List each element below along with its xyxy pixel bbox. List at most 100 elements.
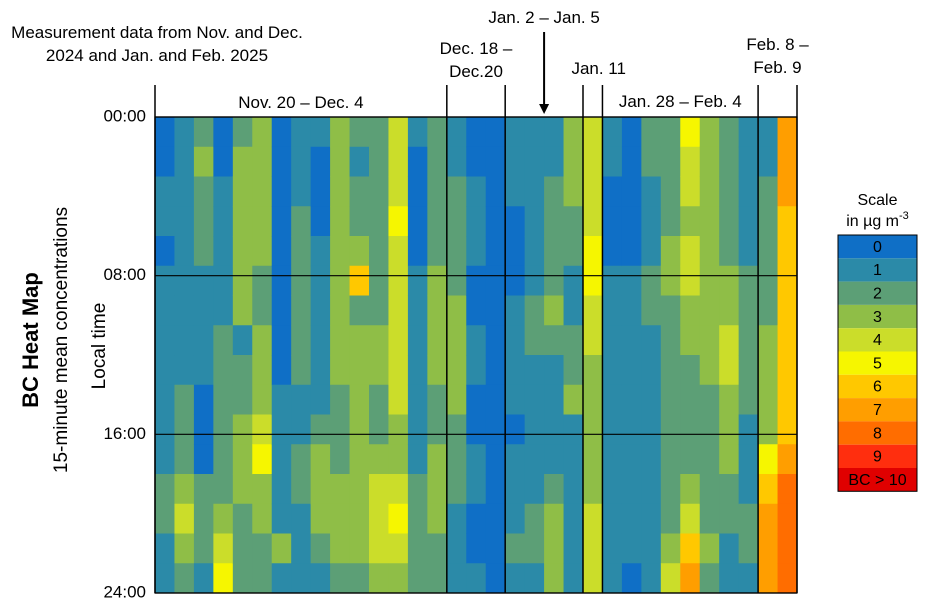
heat-cell [446, 384, 467, 415]
heat-cell [388, 117, 409, 148]
heat-cell [699, 444, 720, 475]
heat-cell [213, 563, 234, 594]
heat-cell [330, 176, 351, 207]
heat-cell [388, 444, 409, 475]
heat-cell [330, 236, 351, 267]
heat-cell [777, 384, 798, 415]
heat-cell [174, 176, 195, 207]
heat-cell [213, 355, 234, 386]
heat-cell [699, 325, 720, 356]
heat-cell [213, 503, 234, 534]
heat-cell [719, 414, 740, 445]
heat-cell [621, 503, 642, 534]
heat-cell [524, 206, 545, 237]
legend-label: 6 [873, 379, 882, 396]
heat-cell [252, 563, 273, 594]
heat-cell [505, 295, 526, 326]
heat-cell [388, 236, 409, 267]
heat-cell [466, 503, 487, 534]
heat-cell [427, 503, 448, 534]
heat-cell [660, 563, 681, 594]
heat-cell [699, 206, 720, 237]
heat-cell [174, 384, 195, 415]
heat-cell [738, 414, 759, 445]
heat-cell [505, 146, 526, 177]
heat-cell [446, 563, 467, 594]
heat-cell [602, 444, 623, 475]
heat-cell [446, 117, 467, 148]
heat-cell [758, 325, 779, 356]
heat-cell [738, 117, 759, 148]
legend-swatch [838, 468, 917, 492]
heat-cell [544, 176, 565, 207]
heat-cell [466, 325, 487, 356]
heat-cell [271, 384, 292, 415]
legend-swatch [838, 398, 917, 422]
heat-cell [174, 355, 195, 386]
heat-cell [563, 325, 584, 356]
heat-cell [193, 325, 214, 356]
heat-cell [466, 474, 487, 505]
heat-cell [621, 236, 642, 267]
heat-cell [291, 206, 312, 237]
heat-cell [583, 295, 603, 326]
heat-cell [738, 325, 759, 356]
heat-cell [330, 533, 351, 564]
heat-cell [505, 563, 526, 594]
heat-cell [388, 533, 409, 564]
heat-cell [544, 117, 565, 148]
heat-cell [271, 295, 292, 326]
heat-cell [291, 295, 312, 326]
heat-cell [505, 533, 526, 564]
heat-cell [602, 117, 623, 148]
heat-cell [174, 533, 195, 564]
heat-cell [602, 265, 623, 296]
heat-cell [252, 533, 273, 564]
heat-cell [485, 236, 506, 267]
heat-cell [155, 206, 175, 237]
heat-cell [680, 206, 701, 237]
heat-cell [544, 563, 565, 594]
heat-cell [485, 474, 506, 505]
heat-cell [777, 414, 798, 445]
heat-cell [485, 117, 506, 148]
heat-cell [446, 265, 467, 296]
heat-cell [155, 146, 175, 177]
heat-cell [621, 533, 642, 564]
heat-cell [563, 146, 584, 177]
heat-cell [660, 265, 681, 296]
heat-cell [660, 236, 681, 267]
heat-cell [369, 206, 389, 237]
heat-cell [699, 563, 720, 594]
heat-cell [349, 146, 370, 177]
heat-cell [719, 474, 740, 505]
heat-cell [407, 533, 428, 564]
heat-cell [641, 146, 662, 177]
heat-cell [505, 414, 526, 445]
heat-cell [213, 474, 234, 505]
heat-cell [155, 474, 175, 505]
heat-cell [407, 503, 428, 534]
heat-cell [213, 117, 234, 148]
heat-cell [330, 325, 351, 356]
heat-cell [719, 325, 740, 356]
heat-cell [485, 206, 506, 237]
heat-cell [602, 236, 623, 267]
heat-cell [621, 474, 642, 505]
heat-cell [680, 533, 701, 564]
heat-cell [369, 414, 389, 445]
heat-cell [583, 265, 603, 296]
heat-cell [193, 176, 214, 207]
heat-cell [213, 146, 234, 177]
heat-cell [680, 176, 701, 207]
heat-cell [232, 295, 253, 326]
legend-unit-sup: -3 [899, 210, 909, 222]
heat-cell [466, 236, 487, 267]
heat-cell [291, 176, 312, 207]
heat-cell [446, 236, 467, 267]
heat-cell [155, 265, 175, 296]
heat-cell [485, 176, 506, 207]
heat-cell [758, 176, 779, 207]
heat-cell [544, 206, 565, 237]
heat-cell [505, 265, 526, 296]
